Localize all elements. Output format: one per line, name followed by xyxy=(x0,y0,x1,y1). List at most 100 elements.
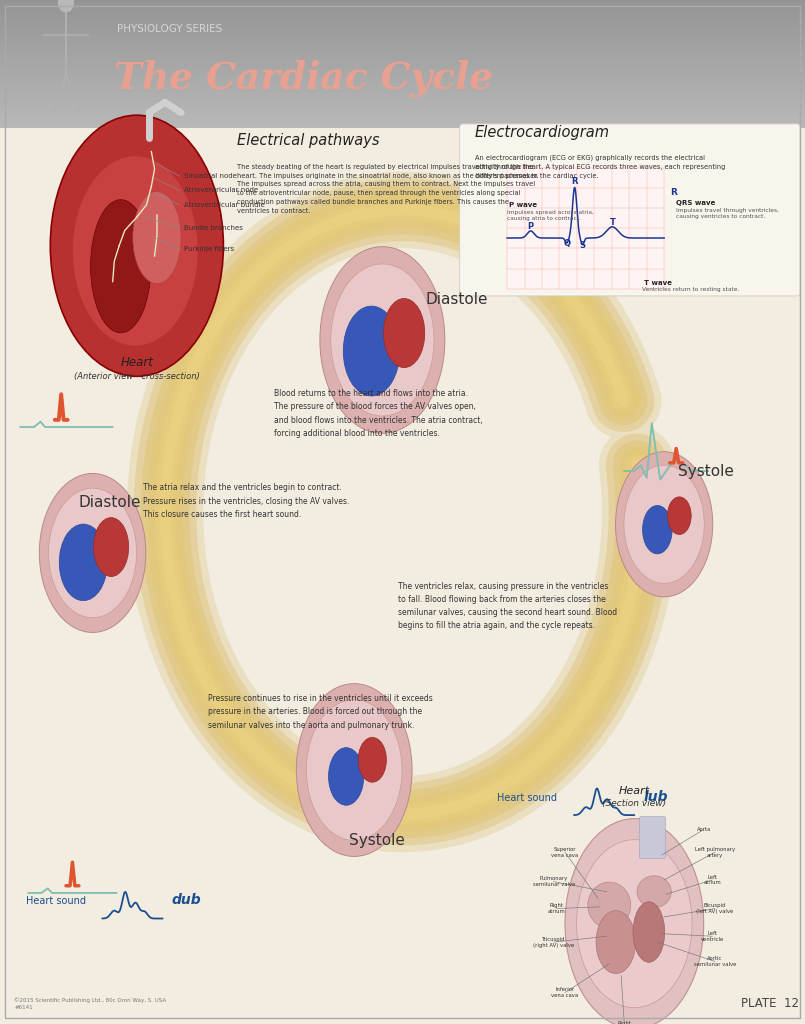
Text: Heart sound: Heart sound xyxy=(26,896,86,906)
Text: PLATE  12: PLATE 12 xyxy=(741,996,799,1010)
FancyBboxPatch shape xyxy=(460,124,800,296)
Text: lub: lub xyxy=(643,790,667,804)
Text: Diastole: Diastole xyxy=(79,495,142,510)
Text: Superior
vena cava: Superior vena cava xyxy=(551,847,579,858)
Text: Bundle branches: Bundle branches xyxy=(184,225,242,231)
Text: Pressure continues to rise in the ventricles until it exceeds
pressure in the ar: Pressure continues to rise in the ventri… xyxy=(208,694,432,730)
Bar xyxy=(0,10,805,12)
Bar xyxy=(0,47,805,49)
Bar xyxy=(0,34,805,36)
Text: dub: dub xyxy=(171,893,201,907)
Ellipse shape xyxy=(624,465,704,584)
Ellipse shape xyxy=(48,488,137,617)
Ellipse shape xyxy=(93,518,129,577)
Text: P wave: P wave xyxy=(509,202,537,208)
Bar xyxy=(0,2,805,4)
Bar xyxy=(0,126,805,128)
Ellipse shape xyxy=(343,306,400,396)
Bar xyxy=(0,109,805,111)
Text: Heart: Heart xyxy=(121,355,153,369)
Text: ©2015 Scientific Publishing Ltd., 80c Dron Way, S. USA
#6141: ©2015 Scientific Publishing Ltd., 80c Dr… xyxy=(14,997,167,1010)
Text: Tricuspid
(right AV) valve: Tricuspid (right AV) valve xyxy=(533,937,575,947)
Ellipse shape xyxy=(667,497,691,535)
Bar xyxy=(0,22,805,24)
Text: Q: Q xyxy=(564,240,570,248)
Ellipse shape xyxy=(358,737,386,782)
Ellipse shape xyxy=(39,473,146,633)
Text: (Section view): (Section view) xyxy=(602,799,667,808)
Bar xyxy=(0,77,805,79)
Text: Inferior
vena cava: Inferior vena cava xyxy=(551,987,579,998)
Ellipse shape xyxy=(596,910,636,974)
Bar xyxy=(0,67,805,69)
Bar xyxy=(0,92,805,94)
Bar xyxy=(0,32,805,34)
Ellipse shape xyxy=(60,524,107,601)
Bar xyxy=(0,0,805,2)
Text: Aortic
semilunar valve: Aortic semilunar valve xyxy=(694,956,736,967)
Bar xyxy=(0,63,805,67)
Ellipse shape xyxy=(51,116,224,376)
Bar xyxy=(0,59,805,61)
Bar xyxy=(0,13,805,15)
Text: T: T xyxy=(609,218,615,227)
Bar xyxy=(0,118,805,120)
Bar xyxy=(0,49,805,51)
Text: R: R xyxy=(572,177,578,186)
Bar xyxy=(0,75,805,77)
Bar xyxy=(0,55,805,57)
Bar xyxy=(0,28,805,30)
Text: Electrocardiogram: Electrocardiogram xyxy=(475,125,610,140)
Text: Left
atrium: Left atrium xyxy=(704,874,721,886)
Text: Atrioventricular node: Atrioventricular node xyxy=(184,187,258,194)
Text: Ventricles return to resting state.: Ventricles return to resting state. xyxy=(642,287,740,292)
Bar xyxy=(0,41,805,43)
Bar xyxy=(507,168,664,289)
FancyBboxPatch shape xyxy=(639,817,666,858)
Ellipse shape xyxy=(73,156,198,346)
Text: The steady beating of the heart is regulated by electrical impulses traveling th: The steady beating of the heart is regul… xyxy=(237,164,539,214)
Ellipse shape xyxy=(296,684,412,856)
Bar xyxy=(0,4,805,6)
Bar xyxy=(0,61,805,63)
Bar xyxy=(0,79,805,81)
Text: causing ventricles to contract.: causing ventricles to contract. xyxy=(676,214,766,219)
Ellipse shape xyxy=(331,264,434,416)
Bar xyxy=(0,124,805,126)
Text: Left pulmonary
artery: Left pulmonary artery xyxy=(695,847,735,858)
Ellipse shape xyxy=(565,819,704,1024)
Bar xyxy=(0,71,805,73)
Bar xyxy=(0,30,805,32)
Bar xyxy=(0,73,805,75)
Ellipse shape xyxy=(90,200,151,333)
Text: Systole: Systole xyxy=(678,464,733,479)
Bar xyxy=(0,36,805,38)
Text: The Cardiac Cycle: The Cardiac Cycle xyxy=(114,59,493,96)
Bar xyxy=(0,113,805,116)
Bar xyxy=(0,100,805,102)
Text: QRS wave: QRS wave xyxy=(676,200,716,206)
Bar xyxy=(0,85,805,87)
Bar xyxy=(0,96,805,98)
Text: R: R xyxy=(670,187,677,197)
Bar xyxy=(0,122,805,124)
Bar xyxy=(0,26,805,28)
Bar xyxy=(0,17,805,19)
Text: Systole: Systole xyxy=(349,833,404,848)
Text: Blood returns to the heart and flows into the atria.
The pressure of the blood f: Blood returns to the heart and flows int… xyxy=(274,389,482,437)
Bar xyxy=(0,111,805,113)
Ellipse shape xyxy=(328,748,364,805)
Bar xyxy=(0,98,805,100)
Ellipse shape xyxy=(576,840,692,1008)
Text: PHYSIOLOGY SERIES: PHYSIOLOGY SERIES xyxy=(117,24,222,34)
Bar xyxy=(0,45,805,47)
Bar xyxy=(0,38,805,41)
Text: P: P xyxy=(527,222,534,230)
Text: Purkinje fibers: Purkinje fibers xyxy=(184,246,233,252)
Bar xyxy=(0,19,805,22)
Ellipse shape xyxy=(616,452,712,597)
Text: Diastole: Diastole xyxy=(425,292,488,307)
Text: The atria relax and the ventricles begin to contract.
Pressure rises in the vent: The atria relax and the ventricles begin… xyxy=(143,483,349,519)
Circle shape xyxy=(58,0,74,12)
Bar xyxy=(0,43,805,45)
